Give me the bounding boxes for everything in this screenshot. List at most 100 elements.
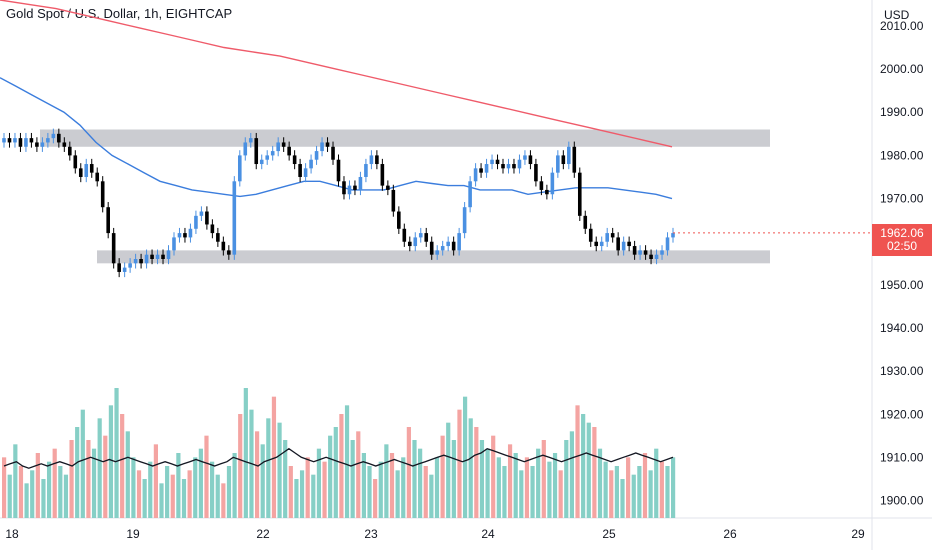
candle-body [429,241,434,255]
candle-body [57,133,61,143]
candle-body [643,250,648,255]
currency-label: USD [884,8,910,22]
candle-body [18,138,23,147]
volume-bar [311,474,316,518]
volume-bar [13,444,18,518]
volume-bar [131,457,136,518]
candle-body [2,138,6,143]
candle-body [7,138,12,143]
candle-body [413,237,418,247]
candle-body [506,164,511,169]
candle-body [583,215,588,229]
x-tick-label: 19 [126,527,140,541]
volume-bar [446,422,451,518]
candle-body [490,159,494,165]
candle-body [479,168,483,173]
candle-body [216,233,220,242]
volume-bar [316,448,322,518]
volume-bar [210,461,215,518]
candle-body [320,142,324,152]
candle-body [194,215,198,229]
candle-body [660,250,664,255]
volume-bar [226,466,232,518]
volume-bar [631,474,636,518]
volume-bar [103,435,108,518]
candle-body [605,233,609,242]
y-tick-label: 1980.00 [880,148,924,162]
candle-body [331,146,335,160]
candle-body [397,211,401,229]
candle-body [353,185,357,190]
volume-bar [221,483,226,518]
candle-body [150,254,154,259]
volume-bar [125,431,130,518]
volume-bar [620,479,625,518]
candle-body [572,146,577,173]
volume-bar [2,457,7,518]
candle-body [314,151,319,160]
volume-bar [204,435,209,518]
volume-bar [569,431,575,518]
volume-bar [344,405,350,518]
volume-bar [333,427,338,518]
candle-body [40,142,45,147]
candle-body [144,254,149,264]
x-tick-label: 26 [723,527,737,541]
volume-bar [69,440,74,518]
candle-body [484,164,489,173]
bar-countdown: 02:50 [886,238,918,253]
volume-bar [378,461,383,518]
volume-bar [485,448,490,518]
volume-bar [58,466,63,518]
candle-body [139,259,143,264]
volume-bar [418,448,423,518]
x-tick-label: 18 [5,527,19,541]
candle-body [303,168,308,177]
candle-body [265,155,270,160]
candle-body [155,254,160,259]
volume-bar [80,409,85,518]
volume-bar [564,440,569,518]
volume-bar [288,466,293,518]
candle-body [298,164,302,177]
candle-body [281,142,286,147]
candle-body [632,246,637,255]
volume-bar [97,418,102,518]
candle-body [325,142,330,147]
volume-bar [238,414,243,518]
candle-body [386,185,390,190]
volume-bar [153,444,158,518]
volume-bar [187,470,192,518]
last-price-value: 1962.06 [880,225,924,240]
candle-body [276,142,280,152]
candle-body [369,155,374,165]
candle-body [364,164,368,177]
volume-bar [86,440,91,518]
volume-bar [541,440,546,518]
volume-bar [193,457,198,518]
candle-body [495,159,500,165]
candle-body [358,176,363,190]
candle-body [122,267,127,272]
volume-bar [283,440,288,518]
volume-bar [395,470,400,518]
volume-bar [322,461,327,518]
candle-body [638,250,642,255]
volume-bar [271,396,277,518]
volume-bar [519,470,524,518]
candle-body [599,241,604,247]
candle-body [205,211,209,225]
candle-body [24,138,28,147]
volume-bar [530,466,535,518]
candle-body [621,241,626,251]
volume-bar [412,440,417,518]
candle-body [534,164,538,182]
y-tick-label: 1970.00 [880,192,924,206]
candle-body [501,164,505,169]
y-tick-label: 1990.00 [880,105,924,119]
candle-body [567,146,571,165]
volume-bar [547,461,552,518]
volume-bar [181,479,187,518]
